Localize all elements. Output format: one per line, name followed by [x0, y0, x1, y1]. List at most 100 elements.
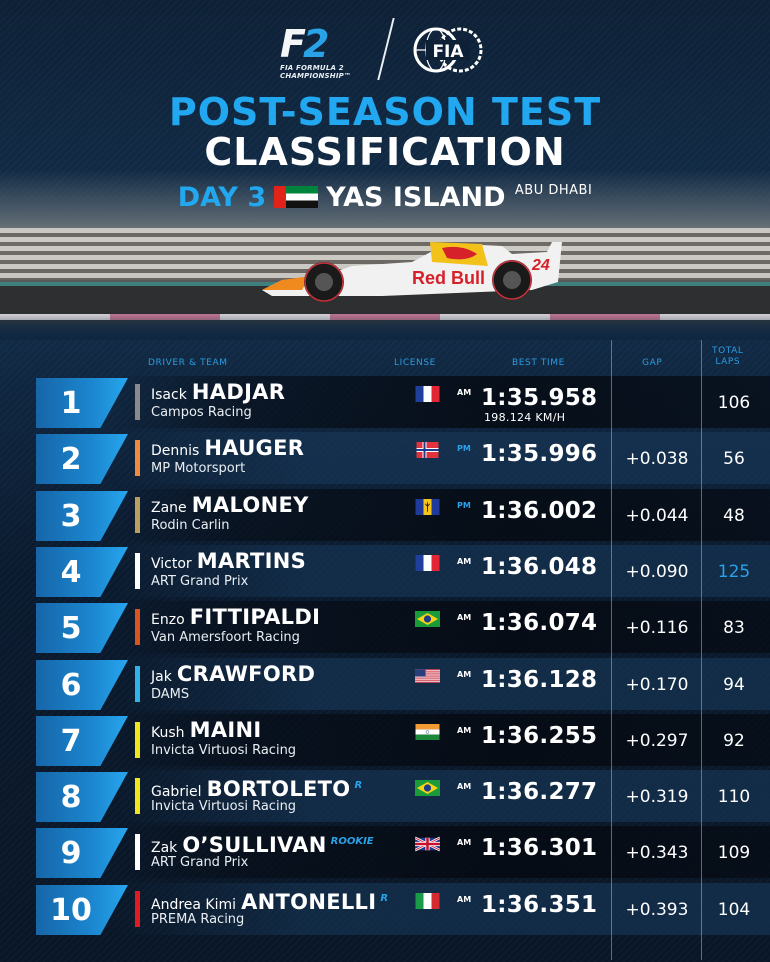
total-laps: 110	[717, 787, 751, 807]
driver-name: Zak O’SULLIVAN ROOKIE	[151, 831, 374, 859]
rookie-tag: R	[380, 893, 389, 904]
team-name: Invicta Virtuosi Racing	[151, 799, 297, 814]
best-time: 1:36.351	[481, 892, 598, 918]
gap-value: +0.319	[625, 787, 689, 807]
team-color-bar	[135, 553, 140, 589]
driver-name: Enzo FITTIPALDI	[151, 606, 320, 631]
driver-last-name: CRAWFORD	[176, 662, 316, 686]
gap-value: +0.090	[625, 562, 689, 582]
col-header-license: LICENSE	[394, 358, 436, 368]
uae-flag-icon	[274, 186, 319, 208]
license-flag-icon	[415, 499, 440, 515]
best-time: 1:35.958	[481, 385, 598, 411]
session-label: AM	[457, 895, 472, 904]
session-label: AM	[457, 670, 472, 679]
best-time: 1:35.996	[481, 441, 598, 467]
best-time: 1:36.277	[481, 779, 598, 805]
hero-photo	[0, 170, 770, 340]
session-label: AM	[457, 557, 472, 566]
session-label: AM	[457, 388, 472, 397]
table-row[interactable]: 2 Dennis HAUGER MP Motorsport PM 1:35.996 +0.…	[0, 432, 770, 484]
total-laps: 83	[723, 618, 745, 638]
driver-name: Isack HADJAR	[151, 381, 285, 406]
license-flag-icon	[415, 555, 440, 571]
table-row[interactable]: 6 Jak CRAWFORD DAMS AM 1:36.128 +0.170 94	[0, 658, 770, 710]
title-line-3: DAY 3 YAS ISLAND ABU DHABI	[0, 176, 770, 213]
svg-text:FIA: FIA	[432, 42, 464, 62]
total-laps: 104	[717, 900, 751, 920]
row-band	[112, 545, 770, 597]
session-label: AM	[457, 782, 472, 791]
col-header-driver-team: DRIVER & TEAM	[148, 358, 228, 368]
row-band	[112, 883, 770, 935]
row-band	[112, 770, 770, 822]
svg-text:Red Bull: Red Bull	[412, 268, 485, 288]
license-flag-icon	[415, 442, 440, 458]
driver-last-name: O’SULLIVAN	[182, 833, 327, 857]
team-color-bar	[135, 891, 140, 927]
rookie-tag: R	[354, 780, 363, 791]
position-badge: 9	[36, 828, 128, 878]
driver-first-name: Isack	[151, 387, 187, 403]
logo-bar: F2 FIA FORMULA 2 CHAMPIONSHIP™ FIA	[0, 16, 770, 82]
gap-value: +0.116	[625, 618, 689, 638]
table-row[interactable]: 9 Zak O’SULLIVAN ROOKIE ART Grand Prix AM 1:3…	[0, 826, 770, 878]
row-band	[112, 376, 770, 428]
team-color-bar	[135, 834, 140, 870]
best-time: 1:36.301	[481, 835, 598, 861]
team-color-bar	[135, 609, 140, 645]
svg-text:24: 24	[531, 257, 550, 274]
team-color-bar	[135, 440, 140, 476]
total-laps: 109	[717, 843, 751, 863]
total-laps: 125	[717, 562, 751, 582]
table-row[interactable]: 1 Isack HADJAR Campos Racing AM 1:35.958 198.…	[0, 376, 770, 428]
total-laps: 48	[723, 506, 745, 526]
driver-last-name: MARTINS	[196, 549, 307, 573]
team-color-bar	[135, 497, 140, 533]
driver-first-name: Zak	[151, 840, 178, 856]
driver-last-name: FITTIPALDI	[189, 605, 321, 629]
driver-first-name: Kush	[151, 725, 185, 741]
table-row[interactable]: 10 Andrea Kimi ANTONELLI R PREMA Racing AM 1:…	[0, 883, 770, 935]
license-flag-icon	[415, 386, 440, 402]
row-band	[112, 432, 770, 484]
driver-first-name: Victor	[151, 556, 192, 572]
session-label: PM	[457, 501, 471, 510]
team-name: DAMS	[151, 687, 190, 702]
table-row[interactable]: 7 Kush MAINI Invicta Virtuosi Racing AM 1:36…	[0, 714, 770, 766]
title-line-2: CLASSIFICATION	[204, 130, 566, 174]
table-row[interactable]: 8 Gabriel BORTOLETO R Invicta Virtuosi Raci…	[0, 770, 770, 822]
team-color-bar	[135, 666, 140, 702]
total-laps: 106	[717, 393, 751, 413]
driver-first-name: Zane	[151, 500, 187, 516]
total-laps: 94	[723, 675, 745, 695]
team-name: Campos Racing	[151, 405, 252, 420]
license-flag-icon	[415, 611, 440, 627]
row-band	[112, 601, 770, 653]
session-label: AM	[457, 838, 472, 847]
driver-name: Andrea Kimi ANTONELLI R	[151, 888, 388, 916]
driver-first-name: Jak	[151, 669, 172, 685]
team-color-bar	[135, 722, 140, 758]
license-flag-icon	[415, 893, 440, 909]
f2-logo: F2 FIA FORMULA 2 CHAMPIONSHIP™	[280, 22, 352, 80]
team-name: Invicta Virtuosi Racing	[151, 743, 297, 758]
table-row[interactable]: 5 Enzo FITTIPALDI Van Amersfoort Racing AM 1…	[0, 601, 770, 653]
driver-first-name: Dennis	[151, 443, 200, 459]
team-name: PREMA Racing	[151, 912, 245, 927]
driver-name: Jak CRAWFORD	[151, 663, 315, 688]
city-label: ABU DHABI	[514, 183, 593, 198]
day-label: DAY 3	[177, 182, 267, 213]
venue-label: YAS ISLAND	[326, 182, 506, 213]
driver-last-name: MALONEY	[191, 493, 309, 517]
team-name: Rodin Carlin	[151, 518, 230, 533]
driver-first-name: Gabriel	[151, 784, 202, 800]
column-divider-gap	[611, 340, 612, 960]
driver-name: Victor MARTINS	[151, 550, 306, 575]
table-row[interactable]: 3 Zane MALONEY Rodin Carlin PM 1:36.002 +0.04…	[0, 489, 770, 541]
position-badge: 4	[36, 547, 128, 597]
driver-last-name: HAUGER	[204, 436, 305, 460]
table-row[interactable]: 4 Victor MARTINS ART Grand Prix AM 1:36.048 +…	[0, 545, 770, 597]
driver-last-name: ANTONELLI	[241, 890, 377, 914]
driver-last-name: HADJAR	[191, 380, 286, 404]
